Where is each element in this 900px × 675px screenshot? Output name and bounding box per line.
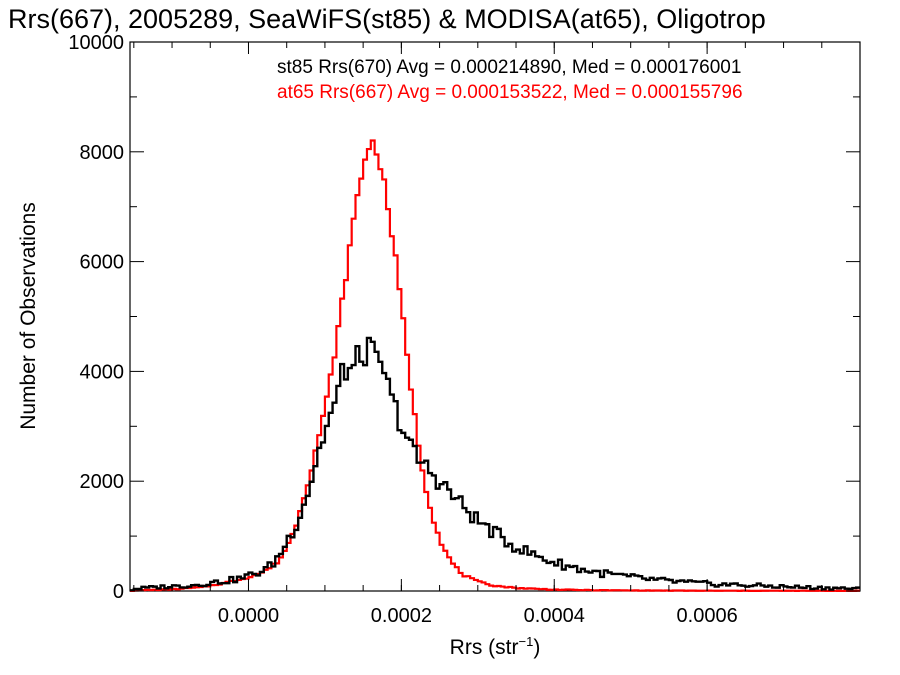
x-axis-ticks: 0.0000 0.0002 0.0004 0.0006 xyxy=(133,42,823,627)
legend-st85: st85 Rrs(670) Avg = 0.000214890, Med = 0… xyxy=(277,57,741,78)
chart-title: Rrs(667), 2005289, SeaWiFS(st85) & MODIS… xyxy=(8,4,766,34)
y-axis-ticks: 0 2000 4000 6000 8000 10000 xyxy=(68,32,860,603)
plot-area: 0.0000 0.0002 0.0004 0.0006 0 2000 4000 6000 80… xyxy=(68,32,861,627)
x-tick-label: 0.0006 xyxy=(677,605,738,627)
st85-histogram-path xyxy=(130,336,860,592)
x-tick-label: 0.0002 xyxy=(371,605,432,627)
x-axis-label: Rrs (str−1) xyxy=(450,634,541,659)
y-tick-label: 4000 xyxy=(80,361,125,383)
y-axis-label: Number of Observations xyxy=(17,202,40,430)
st85-series-line xyxy=(130,336,860,592)
legend: st85 Rrs(670) Avg = 0.000214890, Med = 0… xyxy=(277,57,743,103)
x-axis-label-superscript: −1 xyxy=(519,634,534,649)
x-tick-label: 0.0004 xyxy=(524,605,585,627)
x-tick-label: 0.0000 xyxy=(218,605,279,627)
y-tick-label: 6000 xyxy=(80,252,125,274)
y-tick-label: 2000 xyxy=(80,471,125,493)
legend-at65: at65 Rrs(667) Avg = 0.000153522, Med = 0… xyxy=(277,82,743,103)
y-tick-label: 0 xyxy=(113,581,124,603)
plot-frame xyxy=(129,41,861,592)
at65-series-line xyxy=(130,139,860,593)
y-tick-label: 10000 xyxy=(68,32,124,54)
y-tick-label: 8000 xyxy=(80,142,125,164)
at65-histogram-path xyxy=(130,139,860,593)
